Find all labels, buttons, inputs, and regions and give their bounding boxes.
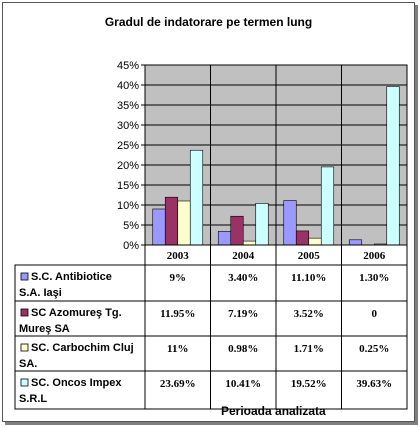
data-label: 0.98% [228,343,258,355]
table-cell [275,264,342,302]
bar [308,237,322,246]
data-label: 3.40% [228,272,258,284]
table-cell [275,300,342,337]
data-label: 0 [372,308,378,320]
legend-label-line: S.C. Antibiotice [31,271,112,283]
legend-cell [14,300,146,337]
bar [217,231,232,246]
legend-label-line: S.R.L [19,393,47,405]
y-tick-label: 10% [117,200,139,212]
table-cell [210,370,277,410]
data-label: 11.95% [160,308,195,320]
table-cell [341,300,408,337]
legend-label: SC Azomureş Tg. Mureş SA [19,307,122,335]
y-tick-label: 20% [117,160,139,172]
bar [255,203,269,246]
legend-cell [14,264,146,302]
x-tick-label: 2004 [232,250,255,262]
data-label: 11% [167,343,188,355]
legend-label-line: SA. [19,358,37,370]
legend-label: SC. Oncos Impex S.R.L [19,377,122,405]
table-cell [144,335,211,372]
data-label: 19.52% [291,378,327,390]
table-cell [144,300,211,337]
legend-label-line: SC Azomureş Tg. [31,307,122,319]
legend-label: SC. Carbochim Cluj SA. [19,342,134,370]
y-tick-label: 30% [117,120,139,132]
data-label: 1.30% [359,272,389,284]
table-cell [210,300,277,337]
legend-label: S.C. Antibiotice S.A. Iaşi [19,271,112,299]
data-label: 39.63% [356,378,392,390]
bar [320,166,335,246]
data-label: 10.41% [225,378,261,390]
legend-swatch [20,272,29,281]
table-cell [341,370,408,410]
bar [177,200,191,246]
bar [152,208,166,246]
legend-swatch [20,308,29,317]
data-label: 11.10% [291,272,326,284]
y-tick-label: 0% [123,240,139,252]
chart-title: Gradul de indatorare pe termen lung [104,15,313,29]
table-cell [144,264,211,302]
y-tick-label: 15% [117,180,139,192]
legend-label-line: Mureş SA [19,323,70,335]
data-label: 1.71% [294,343,324,355]
x-axis-label: Perioada analizata [221,404,326,418]
y-tick-label: 35% [117,100,139,112]
x-tick-label: 2006 [363,250,386,262]
data-label: 0.25% [359,343,389,355]
legend-swatch [20,343,29,352]
bar [283,200,297,246]
legend-label-line: SC. Oncos Impex [31,377,122,389]
chart-svg: 0% 5% 10% 15% 20% 25% 30% 35% 40% 45% 2003 2004 2005… [14,60,408,410]
bar [189,149,204,246]
bar [242,240,257,246]
bar [230,215,244,246]
data-label: 7.19% [228,308,258,320]
x-tick-label: 2005 [298,250,321,262]
bar [164,196,179,246]
y-tick-label: 25% [117,140,139,152]
bar [386,86,400,246]
chart-frame: Gradul de indatorare pe termen lung 0% 5%… [2,2,415,422]
table-cell [341,264,408,302]
table-cell [275,370,342,410]
data-label: 3.52% [294,308,324,320]
data-label: 23.69% [160,378,196,390]
x-tick-label: 2003 [167,250,190,262]
y-tick-label: 40% [117,80,139,92]
bar [348,239,363,246]
data-label: 9% [170,272,187,284]
y-tick-label: 45% [117,60,139,72]
y-tick-label: 5% [123,220,139,232]
legend-label-line: S.A. Iaşi [19,287,62,299]
legend-label-line: SC. Carbochim Cluj [31,342,134,354]
legend-swatch [20,378,29,387]
bar [295,230,310,246]
table-cell [144,370,211,410]
